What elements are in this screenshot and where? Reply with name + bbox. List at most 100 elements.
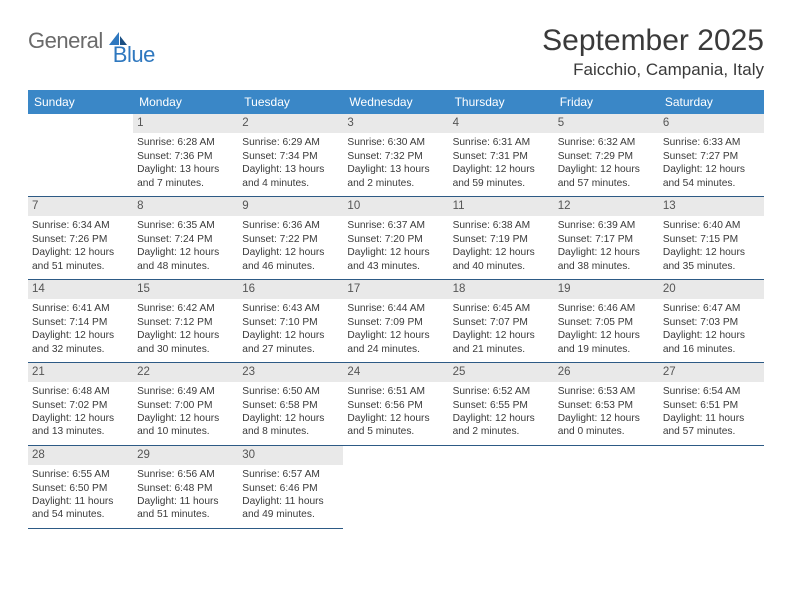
daylight-text: Daylight: 13 hours and 7 minutes. — [137, 163, 234, 190]
daylight-text: Daylight: 12 hours and 5 minutes. — [347, 412, 444, 439]
day-cell — [659, 446, 764, 529]
sunset-text: Sunset: 7:12 PM — [137, 316, 234, 329]
daylight-text: Daylight: 12 hours and 59 minutes. — [453, 163, 550, 190]
daylight-text: Daylight: 13 hours and 4 minutes. — [242, 163, 339, 190]
sunset-text: Sunset: 7:34 PM — [242, 150, 339, 163]
sunset-text: Sunset: 7:32 PM — [347, 150, 444, 163]
daylight-text: Daylight: 12 hours and 32 minutes. — [32, 329, 129, 356]
sunset-text: Sunset: 7:36 PM — [137, 150, 234, 163]
sunrise-text: Sunrise: 6:54 AM — [663, 385, 760, 398]
day-cell: 29Sunrise: 6:56 AMSunset: 6:48 PMDayligh… — [133, 446, 238, 529]
sunset-text: Sunset: 7:00 PM — [137, 399, 234, 412]
week-row: 21Sunrise: 6:48 AMSunset: 7:02 PMDayligh… — [28, 363, 764, 446]
day-cell: 18Sunrise: 6:45 AMSunset: 7:07 PMDayligh… — [449, 280, 554, 362]
sunrise-text: Sunrise: 6:56 AM — [137, 468, 234, 481]
day-number: 19 — [554, 280, 659, 299]
sunrise-text: Sunrise: 6:29 AM — [242, 136, 339, 149]
sunrise-text: Sunrise: 6:38 AM — [453, 219, 550, 232]
day-cell: 6Sunrise: 6:33 AMSunset: 7:27 PMDaylight… — [659, 114, 764, 196]
brand-logo: General Blue — [28, 24, 173, 54]
weekday-header: Sunday — [28, 90, 133, 114]
daylight-text: Daylight: 11 hours and 51 minutes. — [137, 495, 234, 522]
day-cell: 26Sunrise: 6:53 AMSunset: 6:53 PMDayligh… — [554, 363, 659, 445]
day-cell: 9Sunrise: 6:36 AMSunset: 7:22 PMDaylight… — [238, 197, 343, 279]
weekday-header: Friday — [554, 90, 659, 114]
sunrise-text: Sunrise: 6:30 AM — [347, 136, 444, 149]
sunset-text: Sunset: 7:31 PM — [453, 150, 550, 163]
daylight-text: Daylight: 11 hours and 54 minutes. — [32, 495, 129, 522]
day-cell — [28, 114, 133, 196]
day-number: 20 — [659, 280, 764, 299]
daylight-text: Daylight: 12 hours and 35 minutes. — [663, 246, 760, 273]
day-cell: 7Sunrise: 6:34 AMSunset: 7:26 PMDaylight… — [28, 197, 133, 279]
daylight-text: Daylight: 12 hours and 19 minutes. — [558, 329, 655, 356]
day-cell: 25Sunrise: 6:52 AMSunset: 6:55 PMDayligh… — [449, 363, 554, 445]
sunrise-text: Sunrise: 6:43 AM — [242, 302, 339, 315]
day-number: 3 — [343, 114, 448, 133]
weekday-header: Saturday — [659, 90, 764, 114]
day-cell: 24Sunrise: 6:51 AMSunset: 6:56 PMDayligh… — [343, 363, 448, 445]
day-cell: 14Sunrise: 6:41 AMSunset: 7:14 PMDayligh… — [28, 280, 133, 362]
day-number: 13 — [659, 197, 764, 216]
day-cell: 2 Sunrise: 6:29 AMSunset: 7:34 PMDaylight… — [238, 114, 343, 196]
sunrise-text: Sunrise: 6:36 AM — [242, 219, 339, 232]
day-number: 10 — [343, 197, 448, 216]
page: General Blue September 2025 Faicchio, Ca… — [0, 0, 792, 529]
sunset-text: Sunset: 6:48 PM — [137, 482, 234, 495]
day-number: 2 — [238, 114, 343, 133]
day-cell: 28Sunrise: 6:55 AMSunset: 6:50 PMDayligh… — [28, 446, 133, 529]
day-number: 27 — [659, 363, 764, 382]
day-number: 7 — [28, 197, 133, 216]
daylight-text: Daylight: 11 hours and 57 minutes. — [663, 412, 760, 439]
sunrise-text: Sunrise: 6:57 AM — [242, 468, 339, 481]
weekday-header: Tuesday — [238, 90, 343, 114]
day-number: 4 — [449, 114, 554, 133]
day-cell: 4Sunrise: 6:31 AMSunset: 7:31 PMDaylight… — [449, 114, 554, 196]
daylight-text: Daylight: 12 hours and 51 minutes. — [32, 246, 129, 273]
day-number: 12 — [554, 197, 659, 216]
calendar: Sunday Monday Tuesday Wednesday Thursday… — [28, 90, 764, 529]
week-row: 7Sunrise: 6:34 AMSunset: 7:26 PMDaylight… — [28, 197, 764, 280]
sunset-text: Sunset: 7:10 PM — [242, 316, 339, 329]
daylight-text: Daylight: 12 hours and 46 minutes. — [242, 246, 339, 273]
sunset-text: Sunset: 7:05 PM — [558, 316, 655, 329]
daylight-text: Daylight: 12 hours and 8 minutes. — [242, 412, 339, 439]
day-cell: 20Sunrise: 6:47 AMSunset: 7:03 PMDayligh… — [659, 280, 764, 362]
sunset-text: Sunset: 6:50 PM — [32, 482, 129, 495]
daylight-text: Daylight: 12 hours and 0 minutes. — [558, 412, 655, 439]
day-number: 8 — [133, 197, 238, 216]
day-cell: 1 Sunrise: 6:28 AMSunset: 7:36 PMDaylight… — [133, 114, 238, 196]
day-number: 16 — [238, 280, 343, 299]
day-cell: 13Sunrise: 6:40 AMSunset: 7:15 PMDayligh… — [659, 197, 764, 279]
sunrise-text: Sunrise: 6:50 AM — [242, 385, 339, 398]
sunset-text: Sunset: 7:29 PM — [558, 150, 655, 163]
sunset-text: Sunset: 7:20 PM — [347, 233, 444, 246]
sunset-text: Sunset: 7:17 PM — [558, 233, 655, 246]
daylight-text: Daylight: 12 hours and 16 minutes. — [663, 329, 760, 356]
brand-text-blue: Blue — [113, 42, 155, 68]
sunrise-text: Sunrise: 6:44 AM — [347, 302, 444, 315]
sunrise-text: Sunrise: 6:48 AM — [32, 385, 129, 398]
sunrise-text: Sunrise: 6:41 AM — [32, 302, 129, 315]
sunrise-text: Sunrise: 6:28 AM — [137, 136, 234, 149]
sunset-text: Sunset: 7:24 PM — [137, 233, 234, 246]
sunset-text: Sunset: 7:14 PM — [32, 316, 129, 329]
day-cell: 15Sunrise: 6:42 AMSunset: 7:12 PMDayligh… — [133, 280, 238, 362]
weekday-header: Monday — [133, 90, 238, 114]
day-cell: 12Sunrise: 6:39 AMSunset: 7:17 PMDayligh… — [554, 197, 659, 279]
month-title: September 2025 — [542, 24, 764, 58]
weekday-header-row: Sunday Monday Tuesday Wednesday Thursday… — [28, 90, 764, 114]
day-cell: 3Sunrise: 6:30 AMSunset: 7:32 PMDaylight… — [343, 114, 448, 196]
header: General Blue September 2025 Faicchio, Ca… — [28, 24, 764, 80]
day-cell: 23Sunrise: 6:50 AMSunset: 6:58 PMDayligh… — [238, 363, 343, 445]
sunrise-text: Sunrise: 6:46 AM — [558, 302, 655, 315]
weekday-header: Thursday — [449, 90, 554, 114]
day-number: 28 — [28, 446, 133, 465]
week-row: 1Sunrise: 6:28 AMSunset: 7:36 PMDaylight… — [28, 114, 764, 197]
sunrise-text: Sunrise: 6:42 AM — [137, 302, 234, 315]
daylight-text: Daylight: 12 hours and 13 minutes. — [32, 412, 129, 439]
day-cell: 30Sunrise: 6:57 AMSunset: 6:46 PMDayligh… — [238, 446, 343, 529]
day-number: 1 — [133, 114, 238, 133]
daylight-text: Daylight: 12 hours and 24 minutes. — [347, 329, 444, 356]
day-number: 25 — [449, 363, 554, 382]
